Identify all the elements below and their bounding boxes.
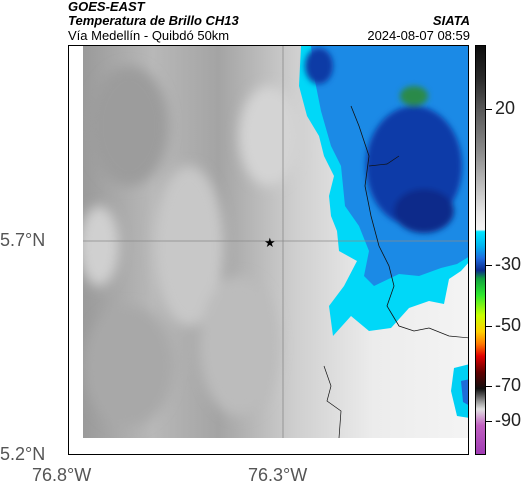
longitude-tick-label: 76.8°W <box>32 465 92 485</box>
colorbar-label: -90 <box>495 410 522 430</box>
organization-label: SIATA <box>432 13 470 28</box>
longitude-tick-label: 76.3°W <box>248 465 308 485</box>
colorbar-label: 20 <box>495 98 516 118</box>
colorbar-tick <box>486 265 492 266</box>
colorbar-label: -30 <box>495 254 522 274</box>
colorbar-tick <box>486 326 492 327</box>
boundary-line <box>323 365 342 439</box>
boundary-line <box>350 105 430 332</box>
product-title: Temperatura de Brillo CH13 <box>68 13 239 28</box>
route-label: Vía Medellín - Quibdó 50km <box>68 28 230 43</box>
boundary-line <box>368 155 400 167</box>
star-icon: ★ <box>264 236 276 251</box>
latitude-tick-label: 5.7°N <box>0 230 46 250</box>
colorbar-label: -70 <box>495 375 522 395</box>
colorbar-label: -50 <box>495 315 522 335</box>
latitude-tick-label: 5.2°N <box>0 444 46 464</box>
colorbar <box>475 45 486 455</box>
datetime-label: 2024-08-07 08:59 <box>367 28 470 43</box>
satellite-image: ★ <box>69 46 468 454</box>
colorbar-tick <box>486 421 492 422</box>
map-panel[interactable]: ★ <box>68 45 469 455</box>
colorbar-tick <box>486 109 492 110</box>
boundary-line <box>428 327 468 339</box>
satellite-title: GOES-EAST <box>68 0 145 14</box>
colorbar-tick <box>486 386 492 387</box>
